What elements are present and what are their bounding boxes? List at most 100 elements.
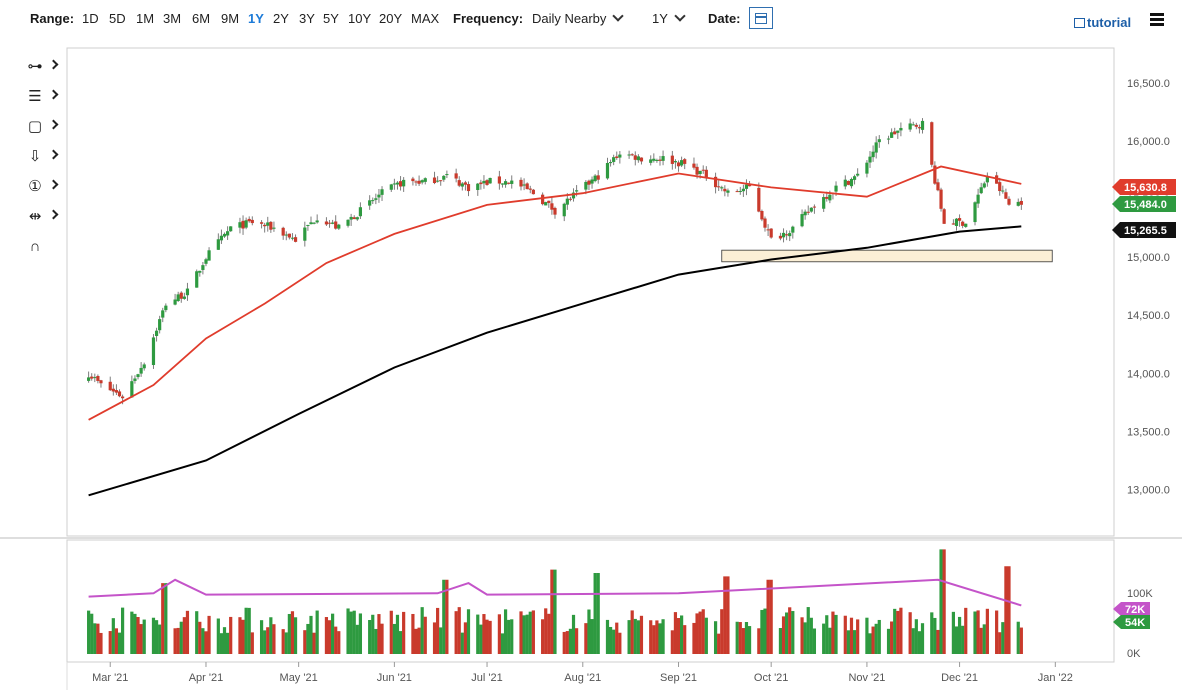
- volume-bar: [809, 617, 813, 654]
- volume-bar: [241, 619, 245, 654]
- crosshair-tool[interactable]: ⊶: [22, 56, 62, 80]
- candle-body: [420, 180, 424, 183]
- volume-bar: [843, 615, 847, 654]
- range-button-6m[interactable]: 6M: [192, 11, 211, 26]
- range-button-20y[interactable]: 20Y: [379, 11, 403, 26]
- calendar-button[interactable]: [749, 7, 773, 29]
- toolbar: Range: 1D 5D 1M 3M 6M 9M 1Y 2Y 3Y 5Y 10Y 20Y MAX Fre…: [0, 0, 1182, 40]
- volume-bar: [871, 626, 875, 654]
- number-marker-tool[interactable]: ①: [22, 176, 62, 200]
- volume-bar: [615, 622, 619, 654]
- measure-tool[interactable]: ⇹: [22, 206, 62, 230]
- candle-body: [800, 214, 804, 227]
- volume-bar: [562, 631, 566, 654]
- range-button-3m[interactable]: 3M: [163, 11, 182, 26]
- volume-bar: [306, 623, 310, 654]
- price-tag-label: 15,630.8: [1124, 182, 1167, 194]
- volume-bar: [281, 629, 285, 654]
- candle-body: [136, 374, 140, 378]
- candle-body: [219, 235, 224, 241]
- range-button-1d[interactable]: 1D: [82, 11, 99, 26]
- hamburger-menu-icon[interactable]: [1150, 13, 1164, 26]
- candle-body: [964, 223, 968, 227]
- range-button-1y[interactable]: 1Y: [248, 11, 264, 26]
- volume-bar: [185, 610, 190, 654]
- candle-body: [349, 216, 353, 220]
- volume-y-tick-label: 0K: [1127, 648, 1141, 660]
- candle-body: [781, 232, 786, 238]
- candle-body: [954, 218, 959, 227]
- volume-bar: [781, 616, 786, 654]
- moving-average-fast-line: [88, 165, 1022, 421]
- candle-body: [698, 170, 702, 175]
- range-button-5d[interactable]: 5D: [109, 11, 126, 26]
- volume-bar: [744, 622, 749, 654]
- magnet-tool[interactable]: ∩: [22, 236, 62, 260]
- candle-body: [519, 179, 523, 187]
- y-tick-label: 13,000.0: [1127, 485, 1170, 497]
- candle-body: [605, 162, 610, 179]
- volume-bar: [176, 627, 180, 654]
- volume-bar: [303, 630, 307, 654]
- candle-body: [293, 237, 298, 242]
- volume-bar: [266, 627, 270, 654]
- range-button-2y[interactable]: 2Y: [273, 11, 289, 26]
- volume-bar: [961, 625, 965, 654]
- volume-bar: [769, 579, 773, 654]
- volume-bar: [698, 611, 702, 654]
- candle-body: [630, 154, 634, 156]
- volume-bar: [158, 624, 162, 654]
- period-select[interactable]: 1Y: [652, 10, 686, 28]
- rectangle-tool[interactable]: ▢: [22, 116, 62, 140]
- volume-bar: [331, 613, 335, 654]
- crosshair-tool-icon: ⊶: [27, 58, 43, 75]
- candle-body: [392, 183, 396, 185]
- volume-bar: [957, 616, 962, 654]
- candle-body: [893, 131, 897, 135]
- price-tag-label: 15,265.5: [1124, 225, 1167, 237]
- volume-bar: [596, 573, 600, 654]
- volume-bar: [846, 630, 850, 654]
- range-button-9m[interactable]: 9M: [221, 11, 240, 26]
- volume-bar: [704, 617, 708, 654]
- candle-body: [680, 160, 684, 166]
- candle-body: [355, 217, 359, 220]
- candle-body: [541, 194, 545, 205]
- x-tick-label: Jul '21: [471, 672, 502, 684]
- x-tick-label: Jan '22: [1038, 672, 1073, 684]
- volume-bar: [670, 630, 674, 654]
- range-button-3y[interactable]: 3Y: [299, 11, 315, 26]
- candle-body: [908, 123, 912, 130]
- fibonacci-tool[interactable]: ☰: [22, 86, 62, 110]
- arrow-tool[interactable]: ⇩: [22, 146, 62, 170]
- candle-body: [158, 319, 162, 331]
- volume-bar: [500, 633, 505, 654]
- candle-body: [769, 228, 773, 238]
- volume-bar: [896, 610, 900, 654]
- tutorial-link[interactable]: tutorial: [1074, 15, 1131, 30]
- volume-bar: [951, 611, 955, 654]
- volume-bar: [911, 628, 915, 654]
- candle-body: [809, 207, 813, 212]
- candle-body: [87, 377, 91, 381]
- range-button-10y[interactable]: 10Y: [348, 11, 372, 26]
- frequency-select[interactable]: Daily Nearby: [532, 10, 625, 28]
- candle-body: [547, 200, 551, 203]
- candle-body: [973, 202, 977, 223]
- candle-body: [920, 120, 925, 130]
- range-button-max[interactable]: MAX: [411, 11, 440, 26]
- range-button-5y[interactable]: 5Y: [323, 11, 339, 26]
- volume-bar: [933, 617, 937, 654]
- volume-bar: [800, 617, 804, 654]
- volume-bar: [531, 610, 535, 654]
- volume-bar: [1016, 621, 1020, 654]
- volume-bar: [673, 612, 678, 654]
- volume-bar: [151, 617, 156, 654]
- candle-body: [899, 127, 903, 131]
- support-zone-rectangle[interactable]: [721, 249, 1053, 263]
- tutorial-label: tutorial: [1087, 15, 1132, 30]
- range-button-1m[interactable]: 1M: [136, 11, 155, 26]
- candle-body: [633, 155, 637, 160]
- volume-bar: [154, 620, 159, 654]
